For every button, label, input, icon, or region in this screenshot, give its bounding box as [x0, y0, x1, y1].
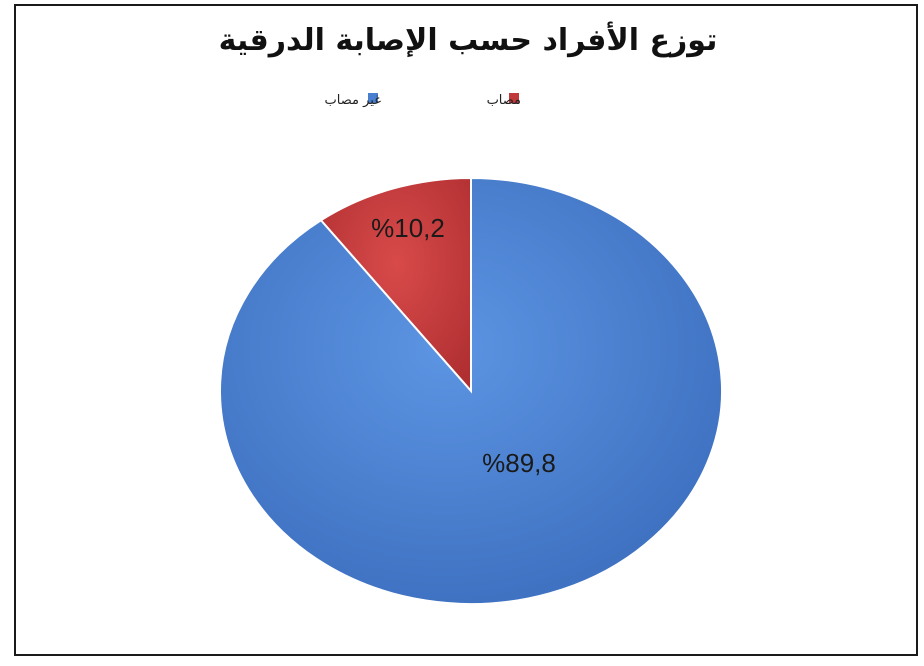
legend-label-blue: غير مصاب	[325, 93, 382, 108]
pie-slice-blue	[219, 176, 723, 605]
data-label-blue-slice: %89,8	[482, 448, 556, 478]
pie-slices	[219, 176, 723, 605]
legend-label-red: مصاب	[487, 93, 521, 108]
legend-swatch-blue	[368, 93, 378, 103]
data-label-red-slice: %10,2	[371, 213, 445, 243]
legend-swatch-red	[509, 93, 519, 103]
chart-title: توزع الأفراد حسب الإصابة الدرقية	[219, 21, 718, 58]
legend: مصاب غير مصاب	[325, 93, 521, 108]
pie-slice-red	[319, 176, 472, 394]
